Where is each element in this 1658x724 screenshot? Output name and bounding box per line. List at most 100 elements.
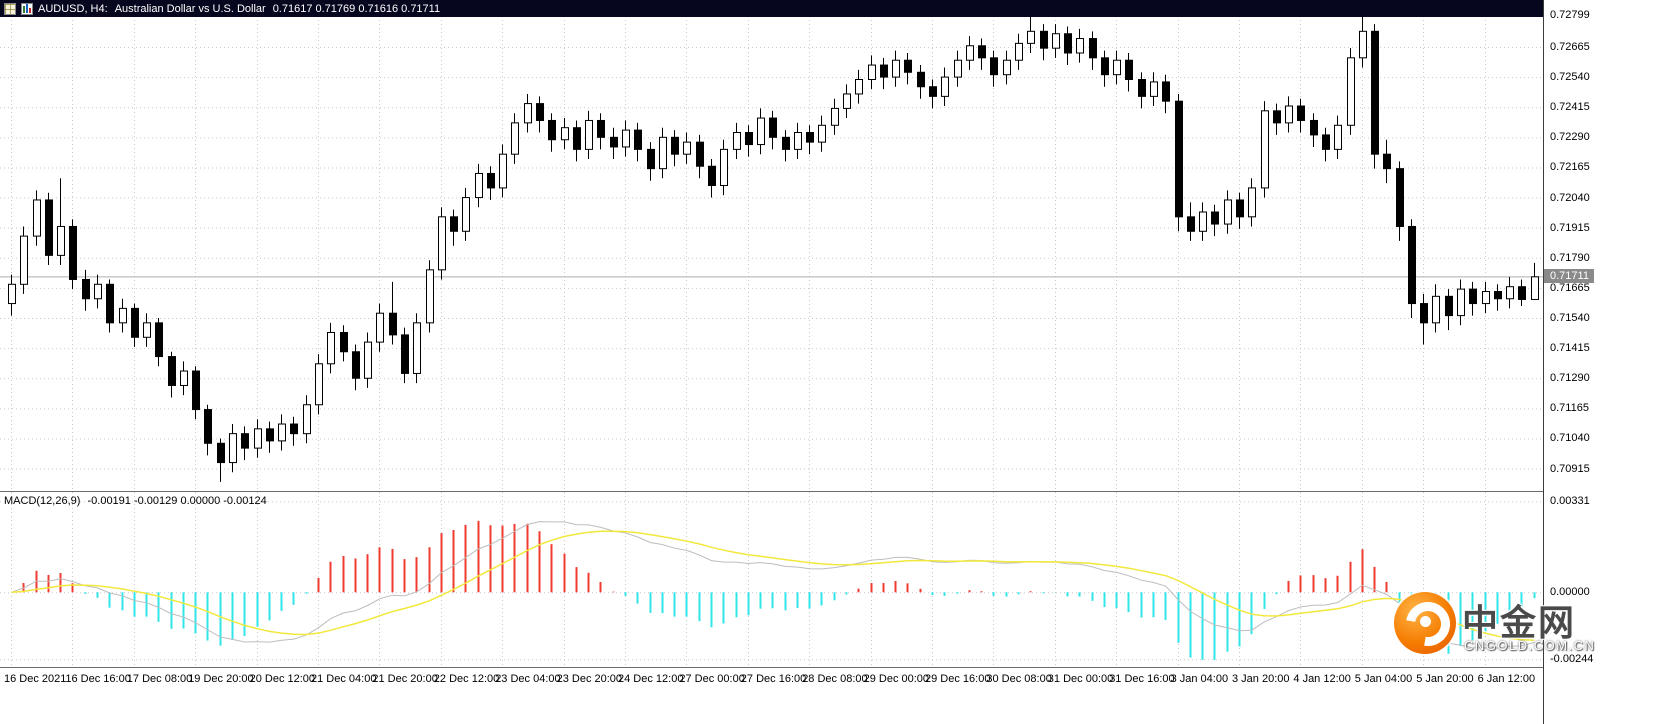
candle [376, 303, 384, 352]
grid-lines [0, 14, 1543, 667]
candle [8, 274, 16, 316]
candle [352, 344, 360, 391]
candles [8, 14, 1539, 482]
candle [892, 50, 900, 87]
time-axis-label: 29 Dec 00:00 [863, 673, 930, 685]
candle [1040, 24, 1048, 61]
candle [524, 93, 532, 133]
candle [119, 298, 127, 333]
candle [1224, 190, 1232, 234]
candle [831, 98, 839, 135]
price-tick-label: 0.71790 [1550, 251, 1590, 264]
candle [929, 79, 937, 109]
candle [548, 113, 556, 152]
time-axis-label: 20 Dec 12:00 [249, 673, 316, 685]
main-chart-area[interactable] [0, 0, 1543, 724]
candle [1162, 74, 1170, 114]
price-tick-label: 0.71040 [1550, 432, 1590, 445]
candle [1248, 178, 1256, 227]
candle [1506, 277, 1514, 309]
candle [180, 361, 188, 396]
time-axis-label: 23 Dec 20:00 [556, 673, 623, 685]
candle [1089, 31, 1097, 70]
candle [647, 142, 655, 181]
macd-tick-label: 0.00000 [1550, 586, 1590, 599]
candle [1334, 115, 1342, 160]
candle [1445, 289, 1453, 331]
candle [880, 57, 888, 90]
candle [843, 84, 851, 119]
time-axis-label: 4 Jan 12:00 [1293, 673, 1351, 685]
candle [1285, 96, 1293, 133]
time-axis-label: 16 Dec 16:00 [65, 673, 131, 685]
time-axis-label: 21 Dec 20:00 [372, 673, 438, 685]
candle [340, 325, 348, 362]
current-price-tag: 0.71711 [1544, 268, 1594, 283]
macd-indicator-header: MACD(12,26,9) -0.00191 -0.00129 0.00000 … [4, 495, 271, 507]
time-axis[interactable]: 16 Dec 2021 16 Dec 16:00 17 Dec 08:00 19 De… [0, 668, 1543, 694]
candle [364, 332, 372, 388]
candle [82, 269, 90, 311]
candle [1175, 93, 1183, 232]
candle [745, 125, 753, 157]
candle [806, 125, 814, 155]
candle [475, 163, 483, 208]
candle [241, 426, 249, 461]
candle [782, 130, 790, 162]
candle [1518, 279, 1526, 306]
macd-tick-label: -0.00244 [1550, 653, 1594, 666]
price-tick-label: 0.72540 [1550, 71, 1590, 84]
candle [610, 127, 618, 160]
candle [990, 50, 998, 87]
candle [1469, 281, 1477, 316]
candle [1408, 219, 1416, 319]
price-tick-label: 0.72165 [1550, 161, 1590, 174]
candle [818, 115, 826, 152]
candle [941, 67, 949, 107]
candle [1457, 279, 1465, 326]
title-symbol-period: AUDUSD, H4: [38, 2, 108, 15]
price-tick-label: 0.70915 [1550, 462, 1590, 475]
macd-indicator-values: -0.00191 -0.00129 0.00000 -0.00124 [87, 495, 267, 507]
candle [143, 313, 151, 347]
price-tick-label: 0.72665 [1550, 40, 1590, 53]
candle [438, 207, 446, 280]
candle [499, 144, 507, 198]
price-axis[interactable]: 0.71711 0.72799 0.72665 0.72540 0.72415 0.72… [1543, 0, 1658, 724]
candle [708, 159, 716, 198]
candle [696, 134, 704, 179]
candle [1347, 48, 1355, 135]
time-axis-label: 5 Jan 04:00 [1354, 673, 1413, 685]
candle [1420, 293, 1428, 345]
candle [1396, 161, 1404, 241]
candle [1015, 33, 1023, 70]
price-tick-label: 0.71915 [1550, 221, 1590, 234]
candle [1310, 113, 1318, 147]
candle [278, 414, 286, 451]
time-axis-label: 23 Dec 04:00 [495, 673, 561, 685]
time-axis-label: 27 Dec 00:00 [679, 673, 745, 685]
watermark-brand-text: 中金网 [1462, 602, 1577, 643]
candle [683, 132, 691, 164]
candle [401, 327, 409, 384]
title-description: Australian Dollar vs U.S. Dollar [114, 2, 266, 15]
candle [1138, 72, 1146, 109]
time-axis-label: 6 Jan 12:00 [1477, 673, 1536, 685]
candle [1494, 284, 1502, 311]
time-axis-label: 30 Dec 08:00 [986, 673, 1052, 685]
price-tick-label: 0.72290 [1550, 131, 1590, 144]
candle [757, 108, 765, 155]
candle [254, 419, 262, 458]
candle [855, 69, 863, 104]
candle [33, 190, 41, 246]
candle [536, 96, 544, 133]
candle [1261, 101, 1269, 198]
candle [978, 38, 986, 70]
title-ohlc-values: 0.71617 0.71769 0.71616 0.71711 [272, 2, 441, 15]
candle [487, 166, 495, 200]
panel-separator[interactable] [0, 489, 1543, 494]
candle [315, 354, 323, 415]
candle [1383, 139, 1391, 184]
candle [1211, 204, 1219, 237]
candle [966, 36, 974, 70]
